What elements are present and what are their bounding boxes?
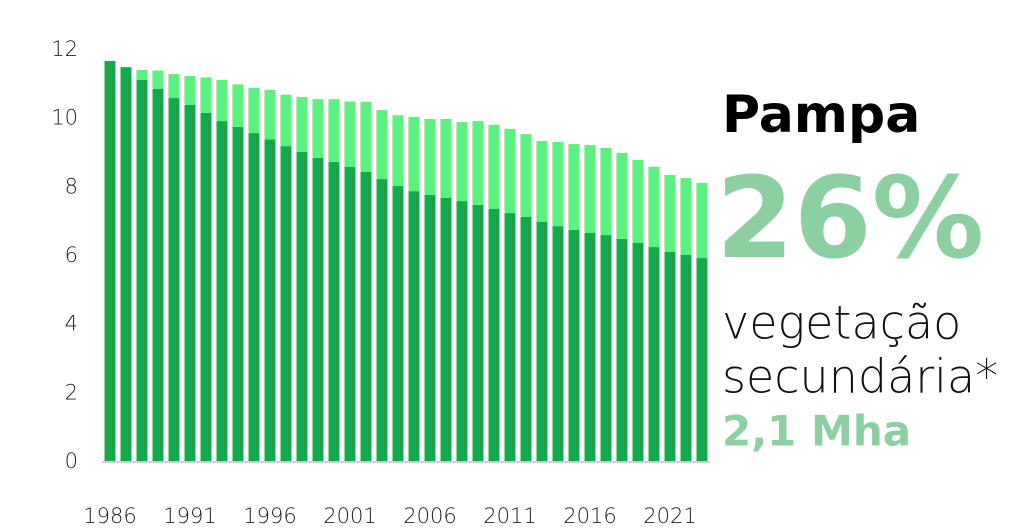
bar-segment <box>472 121 484 205</box>
bar-segment <box>248 87 260 134</box>
bar-segment <box>376 110 388 180</box>
bar-segment <box>264 139 276 462</box>
bar-segment <box>344 166 356 462</box>
bar-segment <box>696 182 708 259</box>
bar-segment <box>664 251 676 462</box>
bar-segment <box>344 101 356 167</box>
bar-segment <box>232 84 244 127</box>
bar-segment <box>248 133 260 462</box>
bar-segment <box>280 94 292 147</box>
bar-segment <box>424 119 436 195</box>
bar-segment <box>536 222 548 462</box>
bar-segment <box>568 144 580 230</box>
bar-segment <box>504 128 516 214</box>
bar-segment <box>376 179 388 463</box>
bar-segment <box>136 79 148 463</box>
bar-segment <box>504 213 516 462</box>
bar-segment <box>152 88 164 463</box>
bar-segment <box>216 79 228 122</box>
bar-segment <box>440 197 452 462</box>
bar-segment <box>136 69 148 80</box>
bar-segment <box>520 134 532 217</box>
bar-segment <box>632 242 644 462</box>
y-tick-label: 8 <box>65 174 78 198</box>
bar-segment <box>488 124 500 209</box>
bar-segment <box>584 145 596 233</box>
bar-segment <box>424 194 436 463</box>
y-tick-label: 4 <box>65 312 78 336</box>
bar-segment <box>616 238 628 462</box>
bar-segment <box>472 204 484 463</box>
bar-segment <box>488 208 500 462</box>
bar-segment <box>536 140 548 223</box>
bar-segment <box>440 119 452 198</box>
y-tick-label: 6 <box>65 243 78 267</box>
bar-segment <box>632 159 644 243</box>
area: 2,1 Mha <box>722 407 911 456</box>
region-title: Pampa <box>722 85 920 145</box>
x-tick-label: 2016 <box>563 504 616 528</box>
bar-segment <box>296 151 308 462</box>
bar-segment <box>600 147 612 236</box>
x-tick-label: 2006 <box>403 504 456 528</box>
bar-segment <box>456 122 468 202</box>
y-tick-label: 12 <box>51 37 78 61</box>
bar-segment <box>568 229 580 462</box>
bar-segment <box>312 157 324 462</box>
bar-segment <box>600 235 612 462</box>
bar-segment <box>264 89 276 140</box>
bar-segment <box>168 74 180 99</box>
x-tick-label: 1996 <box>243 504 296 528</box>
bar-segment <box>680 254 692 462</box>
y-tick-label: 10 <box>51 106 78 130</box>
bar-segment <box>168 98 180 463</box>
bar-segment <box>648 247 660 462</box>
bar-segment <box>184 104 196 462</box>
bar-segment <box>152 70 164 89</box>
bar-segment <box>216 121 228 462</box>
bar-segment <box>552 226 564 462</box>
bar-segment <box>232 126 244 462</box>
bar-segment <box>200 112 212 462</box>
bar-segment <box>312 99 324 158</box>
bar-segment <box>328 161 340 462</box>
y-tick-label: 2 <box>65 380 78 404</box>
bar-segment <box>552 142 564 227</box>
bar-segment <box>296 97 308 152</box>
x-tick-label: 2001 <box>323 504 376 528</box>
bar-segment <box>616 153 628 239</box>
bar-segment <box>280 146 292 462</box>
bar-segment <box>456 201 468 463</box>
bar-segment <box>408 116 420 192</box>
bar-segment <box>392 185 404 462</box>
bar-segment <box>392 115 404 186</box>
bar-segment <box>360 101 372 172</box>
bar-segment <box>104 60 116 463</box>
bar-segment <box>360 171 372 462</box>
bar-segment <box>328 99 340 162</box>
label-line1: vegetação <box>722 296 961 350</box>
share: 26% <box>716 154 984 284</box>
x-tick-label: 2011 <box>483 504 536 528</box>
x-tick-label: 2021 <box>643 504 696 528</box>
x-tick-label: 1986 <box>83 504 136 528</box>
bar-segment <box>680 178 692 255</box>
bar-segment <box>696 258 708 462</box>
bar-segment <box>520 216 532 462</box>
y-tick-label: 0 <box>65 449 78 473</box>
bar-segment <box>664 174 676 252</box>
bar-segment <box>120 67 132 463</box>
bar-segment <box>184 76 196 105</box>
bar-segment <box>584 232 596 462</box>
label-line2: secundária* <box>722 350 998 404</box>
bar-segment <box>200 77 212 113</box>
bar-segment <box>408 191 420 463</box>
bar-segment <box>648 166 660 248</box>
x-tick-label: 1991 <box>163 504 216 528</box>
